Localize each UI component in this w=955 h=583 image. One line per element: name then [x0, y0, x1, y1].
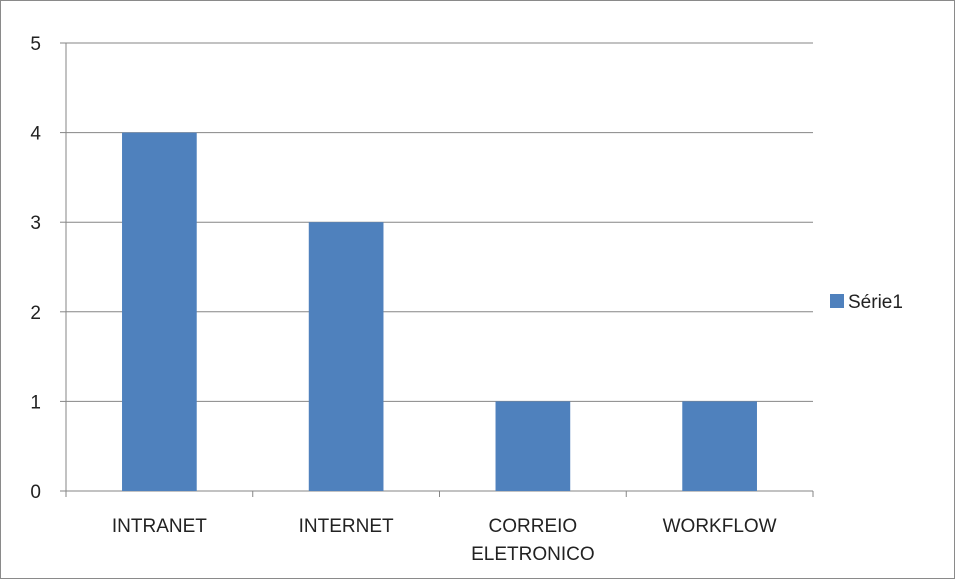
- bar: [682, 401, 757, 491]
- y-tick-labels: 0 1 2 3 4 5: [30, 34, 41, 503]
- legend-label: Série1: [848, 292, 903, 313]
- y-tick-label: 3: [30, 213, 41, 234]
- x-tick-label: WORKFLOW: [663, 516, 777, 537]
- x-tick-label: CORREIO ELETRONICO: [471, 516, 595, 565]
- y-tick-label: 5: [30, 34, 41, 55]
- y-tick-label: 1: [30, 392, 41, 413]
- x-tick-labels: INTRANET INTERNET CORREIO ELETRONICO WORKFLO…: [112, 516, 777, 565]
- y-tick-label: 2: [30, 303, 41, 324]
- y-tick-label: 0: [30, 482, 41, 503]
- legend-swatch: [830, 294, 844, 308]
- x-tick-label: INTRANET: [112, 516, 207, 537]
- legend: Série1: [830, 292, 903, 313]
- bars: [122, 132, 757, 491]
- bar: [495, 401, 571, 491]
- y-tick-label: 4: [30, 124, 41, 145]
- x-tick-label: INTERNET: [299, 516, 394, 537]
- bar: [308, 222, 384, 491]
- bar: [122, 132, 197, 491]
